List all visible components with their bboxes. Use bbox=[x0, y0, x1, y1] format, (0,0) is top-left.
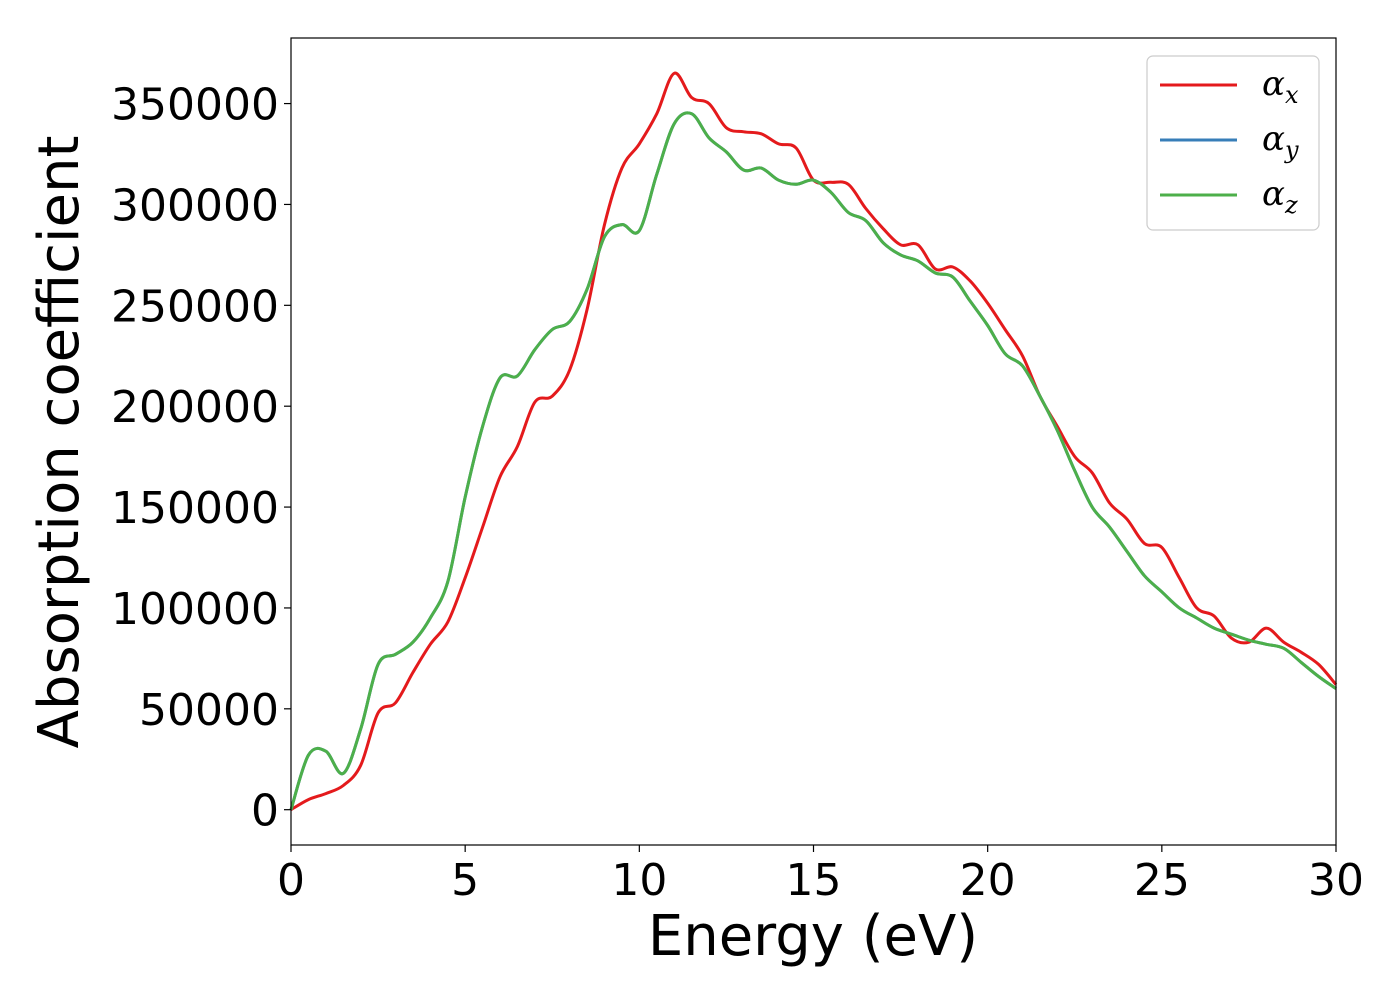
y-tick-label: 0 bbox=[251, 786, 279, 837]
x-tick-label: 30 bbox=[1308, 855, 1364, 906]
legend-symbol: α bbox=[1262, 64, 1285, 104]
legend-label-z: αz bbox=[1262, 174, 1298, 219]
legend-box bbox=[1146, 55, 1320, 231]
legend-subscript: y bbox=[1284, 136, 1299, 164]
legend-symbol: α bbox=[1262, 174, 1285, 214]
legend-label-y: αy bbox=[1262, 119, 1299, 164]
x-tick-label: 25 bbox=[1134, 855, 1190, 906]
y-tick-label: 50000 bbox=[139, 685, 279, 736]
x-axis-label: Energy (eV) bbox=[648, 904, 978, 969]
x-tick-label: 15 bbox=[786, 855, 842, 906]
y-tick-label: 250000 bbox=[111, 281, 279, 332]
x-tick-label: 10 bbox=[611, 855, 667, 906]
y-tick-label: 150000 bbox=[111, 483, 279, 534]
y-axis-label: Absorption coefficient bbox=[27, 136, 92, 749]
x-tick-label: 5 bbox=[451, 855, 479, 906]
legend-symbol: α bbox=[1262, 119, 1285, 159]
series-line-z bbox=[289, 111, 1337, 811]
x-tick-label: 20 bbox=[960, 855, 1016, 906]
y-tick-label: 200000 bbox=[111, 382, 279, 433]
legend-label-x: αx bbox=[1262, 64, 1299, 109]
x-tick-label: 0 bbox=[277, 855, 305, 906]
legend-subscript: x bbox=[1285, 81, 1299, 109]
y-tick-label: 100000 bbox=[111, 584, 279, 635]
y-tick-label: 300000 bbox=[111, 180, 279, 231]
x-axis-ticks: 0 5 10 15 20 25 30 bbox=[277, 845, 1364, 906]
y-tick-label: 350000 bbox=[111, 80, 279, 131]
series-layer bbox=[289, 71, 1338, 811]
y-axis-ticks: 0 50000 100000 150000 200000 250000 300000 3500… bbox=[111, 80, 291, 837]
legend-subscript: z bbox=[1284, 191, 1298, 219]
